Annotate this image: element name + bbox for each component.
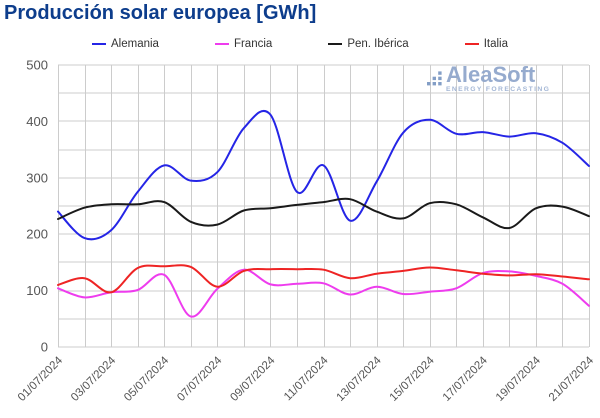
x-tick-label: 11/07/2024 [282, 354, 331, 403]
series-line-pen-ib-rica [57, 197, 590, 230]
legend-swatch-icon [214, 43, 229, 45]
x-tick-label: 01/07/2024 [16, 354, 66, 404]
x-tick-label: 03/07/2024 [69, 354, 119, 404]
legend-label: Italia [483, 38, 508, 50]
legend-swatch-icon [328, 43, 343, 45]
legend-swatch-icon [464, 43, 479, 45]
series-line-alemania [57, 109, 590, 241]
legend-item-pen-ib-rica[interactable]: Pen. Ibérica [328, 38, 409, 50]
x-tick-label: 19/07/2024 [494, 354, 544, 404]
y-tick-label: 200 [26, 227, 48, 242]
x-tick-label: 05/07/2024 [122, 354, 172, 404]
legend-item-alemania[interactable]: Alemania [92, 38, 159, 50]
legend-swatch-icon [92, 43, 106, 45]
y-tick-label: 100 [26, 283, 48, 298]
x-tick-label: 09/07/2024 [228, 354, 278, 404]
series-line-italia [57, 264, 590, 294]
x-tick-label: 13/07/2024 [335, 354, 385, 404]
series-lines [57, 109, 590, 318]
y-tick-label: 300 [26, 170, 48, 185]
x-tick-label: 15/07/2024 [388, 354, 438, 404]
gridlines [58, 64, 590, 348]
legend-item-italia[interactable]: Italia [464, 38, 508, 50]
x-axis-labels: 01/07/2024 03/07/2024 05/07/2024 07/07/2024… [16, 354, 597, 404]
legend-item-francia[interactable]: Francia [214, 38, 273, 50]
y-tick-label: 0 [41, 340, 48, 355]
legend-label: Alemania [111, 38, 159, 50]
x-tick-label: 21/07/2024 [547, 354, 597, 404]
page-title: Producción solar europea [GWh] [4, 2, 317, 24]
legend-label: Francia [233, 38, 273, 50]
series-line-francia [57, 268, 590, 318]
y-axis-labels: 0 100 200 300 400 500 [26, 58, 48, 355]
legend-label: Pen. Ibérica [347, 38, 409, 50]
x-tick-label: 07/07/2024 [175, 354, 225, 404]
x-tick-label: 17/07/2024 [441, 354, 491, 404]
chart-legend: Alemania Francia Pen. Ibérica Italia [0, 36, 600, 52]
y-tick-label: 500 [26, 58, 48, 73]
y-tick-label: 400 [26, 114, 48, 129]
